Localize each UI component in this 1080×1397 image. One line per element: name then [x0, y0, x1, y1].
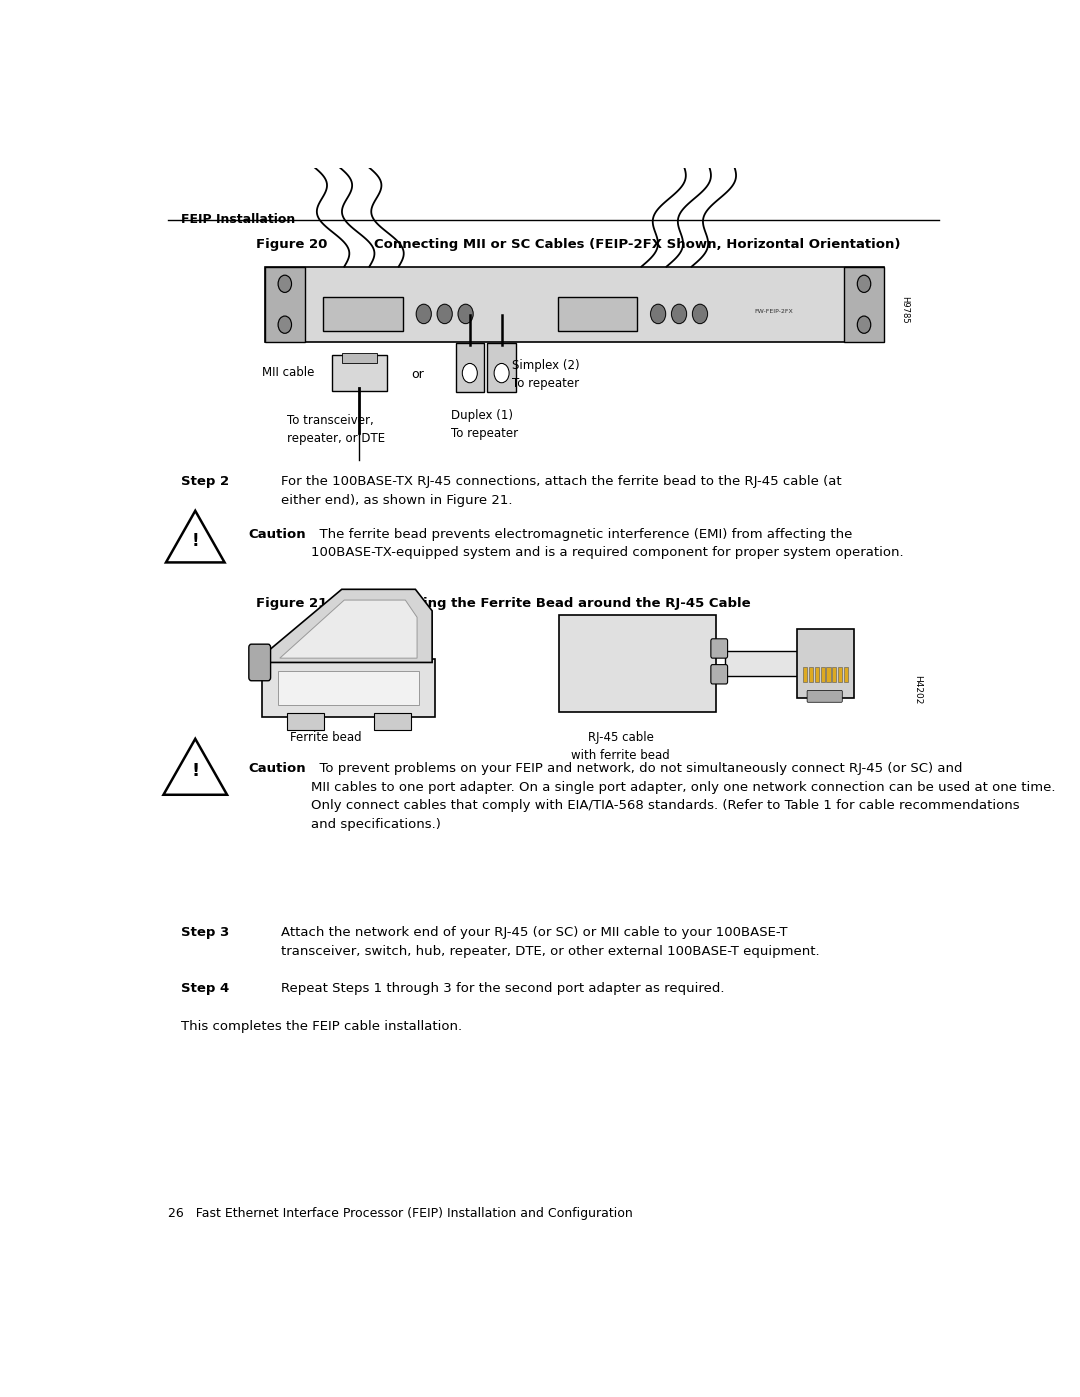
Text: or: or	[411, 367, 424, 380]
Polygon shape	[166, 511, 225, 563]
Text: The ferrite bead prevents electromagnetic interference (EMI) from affecting the
: The ferrite bead prevents electromagneti…	[311, 528, 903, 559]
FancyBboxPatch shape	[456, 344, 484, 393]
FancyBboxPatch shape	[821, 666, 825, 682]
Circle shape	[462, 363, 477, 383]
Text: Connecting MII or SC Cables (FEIP-2FX Shown, Horizontal Orientation): Connecting MII or SC Cables (FEIP-2FX Sh…	[374, 237, 900, 250]
Circle shape	[858, 316, 870, 334]
FancyBboxPatch shape	[248, 644, 271, 680]
FancyBboxPatch shape	[809, 666, 813, 682]
Circle shape	[650, 305, 665, 324]
Text: Caution: Caution	[248, 763, 306, 775]
FancyBboxPatch shape	[725, 651, 800, 676]
FancyBboxPatch shape	[558, 615, 716, 712]
Text: Repeat Steps 1 through 3 for the second port adapter as required.: Repeat Steps 1 through 3 for the second …	[282, 982, 725, 995]
FancyBboxPatch shape	[838, 666, 842, 682]
Circle shape	[279, 316, 292, 334]
FancyBboxPatch shape	[265, 267, 885, 342]
Polygon shape	[265, 590, 432, 662]
Circle shape	[279, 275, 292, 292]
Text: This completes the FEIP cable installation.: This completes the FEIP cable installati…	[181, 1020, 462, 1032]
FancyBboxPatch shape	[287, 712, 324, 731]
Circle shape	[437, 305, 453, 324]
FancyBboxPatch shape	[843, 666, 848, 682]
FancyBboxPatch shape	[814, 666, 819, 682]
FancyBboxPatch shape	[557, 296, 637, 331]
Text: FEIP Installation: FEIP Installation	[181, 212, 295, 226]
FancyBboxPatch shape	[323, 296, 403, 331]
Text: H9785: H9785	[901, 296, 909, 324]
Circle shape	[692, 305, 707, 324]
Text: FW-FEIP-2FX: FW-FEIP-2FX	[754, 309, 793, 314]
Circle shape	[494, 363, 509, 383]
FancyBboxPatch shape	[262, 659, 434, 717]
FancyBboxPatch shape	[375, 712, 411, 731]
Text: RJ-45 cable
with ferrite bead: RJ-45 cable with ferrite bead	[571, 731, 670, 763]
Text: Step 3: Step 3	[181, 926, 229, 939]
Polygon shape	[280, 601, 417, 658]
Text: For the 100BASE-TX RJ-45 connections, attach the ferrite bead to the RJ-45 cable: For the 100BASE-TX RJ-45 connections, at…	[282, 475, 842, 507]
Circle shape	[416, 305, 431, 324]
FancyBboxPatch shape	[487, 344, 516, 393]
Text: Duplex (1)
To repeater: Duplex (1) To repeater	[450, 408, 517, 440]
FancyBboxPatch shape	[341, 352, 377, 363]
Text: MII cable: MII cable	[262, 366, 314, 379]
Text: !: !	[191, 532, 199, 550]
FancyBboxPatch shape	[807, 690, 842, 703]
Text: Step 4: Step 4	[181, 982, 229, 995]
Text: H4202: H4202	[913, 675, 922, 704]
FancyBboxPatch shape	[711, 638, 728, 658]
FancyBboxPatch shape	[279, 671, 419, 705]
Text: Figure 20: Figure 20	[256, 237, 327, 250]
FancyBboxPatch shape	[265, 267, 305, 342]
Circle shape	[458, 305, 473, 324]
Text: Ferrite bead: Ferrite bead	[291, 731, 362, 745]
FancyBboxPatch shape	[833, 666, 836, 682]
FancyBboxPatch shape	[802, 666, 807, 682]
Circle shape	[672, 305, 687, 324]
Text: Step 2: Step 2	[181, 475, 229, 489]
Circle shape	[858, 275, 870, 292]
FancyBboxPatch shape	[711, 665, 728, 685]
Text: To transceiver,
repeater, or DTE: To transceiver, repeater, or DTE	[287, 414, 386, 446]
Polygon shape	[163, 739, 227, 795]
Text: 26   Fast Ethernet Interface Processor (FEIP) Installation and Configuration: 26 Fast Ethernet Interface Processor (FE…	[168, 1207, 633, 1220]
Text: Figure 21: Figure 21	[256, 597, 327, 610]
Text: Simplex (2)
To repeater: Simplex (2) To repeater	[512, 359, 579, 390]
Text: Attaching the Ferrite Bead around the RJ-45 Cable: Attaching the Ferrite Bead around the RJ…	[374, 597, 751, 610]
FancyBboxPatch shape	[797, 629, 854, 698]
Text: Caution: Caution	[248, 528, 306, 541]
FancyBboxPatch shape	[843, 267, 885, 342]
Text: To prevent problems on your FEIP and network, do not simultaneously connect RJ-4: To prevent problems on your FEIP and net…	[311, 763, 1055, 831]
FancyBboxPatch shape	[332, 355, 387, 391]
Text: Attach the network end of your RJ-45 (or SC) or MII cable to your 100BASE-T
tran: Attach the network end of your RJ-45 (or…	[282, 926, 820, 957]
Text: !: !	[191, 763, 200, 781]
FancyBboxPatch shape	[826, 666, 831, 682]
